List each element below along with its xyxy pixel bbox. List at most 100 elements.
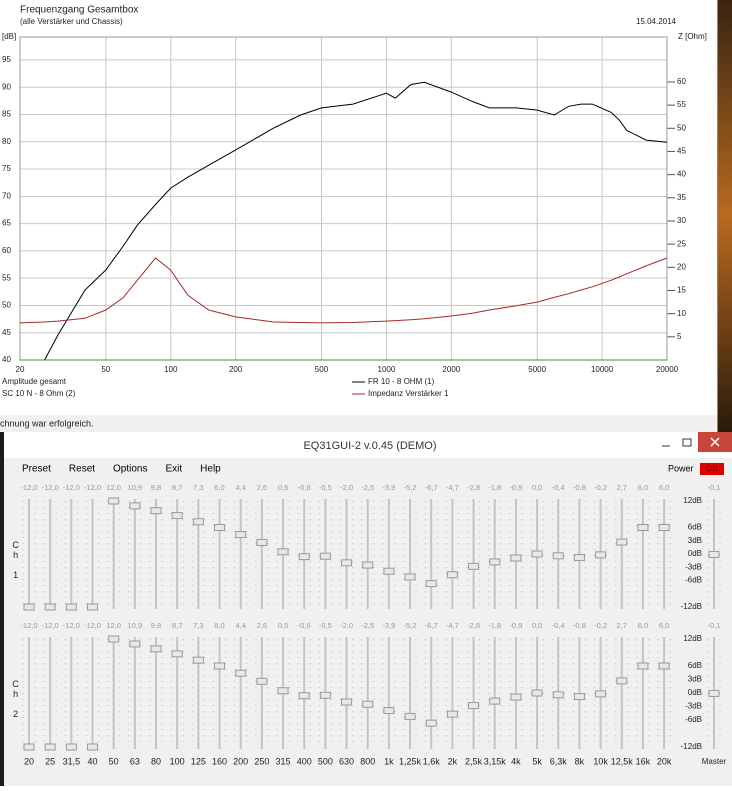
slider-thumb[interactable] [616,677,628,685]
slider-thumb[interactable] [44,603,56,611]
slider-value: -2,8 [467,621,480,630]
slider-thumb[interactable] [573,554,585,562]
slider-thumb[interactable] [468,702,480,710]
slider-thumb[interactable] [383,707,395,715]
slider-thumb[interactable] [298,692,310,700]
slider-thumb[interactable] [658,524,670,531]
menu-item[interactable]: Preset [22,464,51,475]
slider-thumb[interactable] [510,554,522,562]
slider-thumb[interactable] [65,743,77,751]
slider-thumb[interactable] [404,573,416,581]
slider-thumb[interactable] [150,645,162,653]
y-axis-label: [dB] [2,32,16,41]
slider-thumb[interactable] [341,698,353,706]
slider-thumb[interactable] [129,502,141,510]
slider-thumb[interactable] [171,650,183,658]
slider-thumb[interactable] [256,677,268,685]
slider-thumb[interactable] [235,531,247,539]
slider-thumb[interactable] [552,552,564,560]
slider-thumb[interactable] [708,550,720,558]
slider-thumb[interactable] [214,524,226,531]
slider-thumb[interactable] [277,548,289,556]
slider-value: -2,0 [340,621,353,630]
slider-thumb[interactable] [468,562,480,570]
slider-thumb[interactable] [192,656,204,664]
slider-value: -1,8 [488,483,501,492]
scale-label: -6dB [685,715,702,724]
band-label: 31,5 [63,756,81,766]
y-tick-label: 80 [2,137,11,146]
title-bar [4,432,732,458]
x-tick-label: 100 [164,365,178,374]
slider-thumb[interactable] [44,743,56,751]
slider-thumb[interactable] [277,687,289,695]
slider-thumb[interactable] [129,640,141,648]
slider-value: -2,0 [340,483,353,492]
menu-item[interactable]: Options [113,464,147,475]
slider-thumb[interactable] [637,524,649,531]
slider-thumb[interactable] [298,553,310,561]
menu-item[interactable]: Help [200,464,221,475]
band-label: 160 [212,756,227,766]
slider-thumb[interactable] [171,512,183,520]
power-button[interactable] [700,463,724,475]
legend-entry: Impedanz Verstärker 1 [368,389,449,398]
x-tick-label: 200 [229,365,243,374]
slider-thumb[interactable] [65,603,77,611]
slider-thumb[interactable] [531,550,543,558]
slider-thumb[interactable] [708,689,720,697]
slider-thumb[interactable] [108,497,120,505]
slider-thumb[interactable] [489,558,501,566]
slider-value: -2,5 [361,483,374,492]
scale-label: -6dB [685,576,702,585]
menu-item[interactable]: Reset [69,464,95,475]
slider-value: -0,2 [594,621,607,630]
y-tick-label: 95 [2,55,11,64]
slider-thumb[interactable] [510,693,522,701]
slider-value: -3,9 [382,483,395,492]
slider-thumb[interactable] [319,552,331,560]
slider-thumb[interactable] [192,518,204,526]
slider-thumb[interactable] [489,697,501,705]
slider-thumb[interactable] [446,710,458,718]
x-tick-label: 10000 [591,365,614,374]
slider-thumb[interactable] [341,559,353,567]
y2-tick-label: 10 [677,309,686,318]
slider-thumb[interactable] [319,691,331,699]
slider-thumb[interactable] [256,539,268,547]
slider-thumb[interactable] [595,551,607,559]
slider-thumb[interactable] [595,690,607,698]
y2-tick-label: 20 [677,262,686,271]
slider-thumb[interactable] [616,538,628,546]
slider-thumb[interactable] [214,662,226,670]
slider-value: -0,4 [552,621,565,630]
scale-label: 0dB [688,688,702,697]
slider-thumb[interactable] [23,603,35,611]
scale-label: -3dB [685,702,702,711]
slider-thumb[interactable] [637,662,649,670]
slider-thumb[interactable] [446,571,458,579]
slider-thumb[interactable] [404,712,416,720]
slider-value: 6,0 [214,621,224,630]
slider-thumb[interactable] [108,635,120,643]
slider-thumb[interactable] [362,700,374,708]
slider-thumb[interactable] [573,693,585,701]
slider-thumb[interactable] [531,689,543,697]
slider-thumb[interactable] [23,743,35,751]
slider-value: -12,0 [84,483,101,492]
series-line [19,257,668,324]
slider-thumb[interactable] [150,507,162,515]
slider-thumb[interactable] [87,743,99,751]
menu-item[interactable]: Exit [166,464,183,475]
slider-value: 0,0 [532,621,542,630]
slider-thumb[interactable] [425,580,437,588]
slider-thumb[interactable] [425,719,437,727]
slider-thumb[interactable] [552,691,564,699]
slider-thumb[interactable] [87,603,99,611]
slider-value: 9,8 [151,483,161,492]
maximize-button[interactable] [682,438,692,447]
slider-thumb[interactable] [658,662,670,670]
slider-thumb[interactable] [235,669,247,677]
slider-thumb[interactable] [383,567,395,575]
slider-thumb[interactable] [362,561,374,569]
